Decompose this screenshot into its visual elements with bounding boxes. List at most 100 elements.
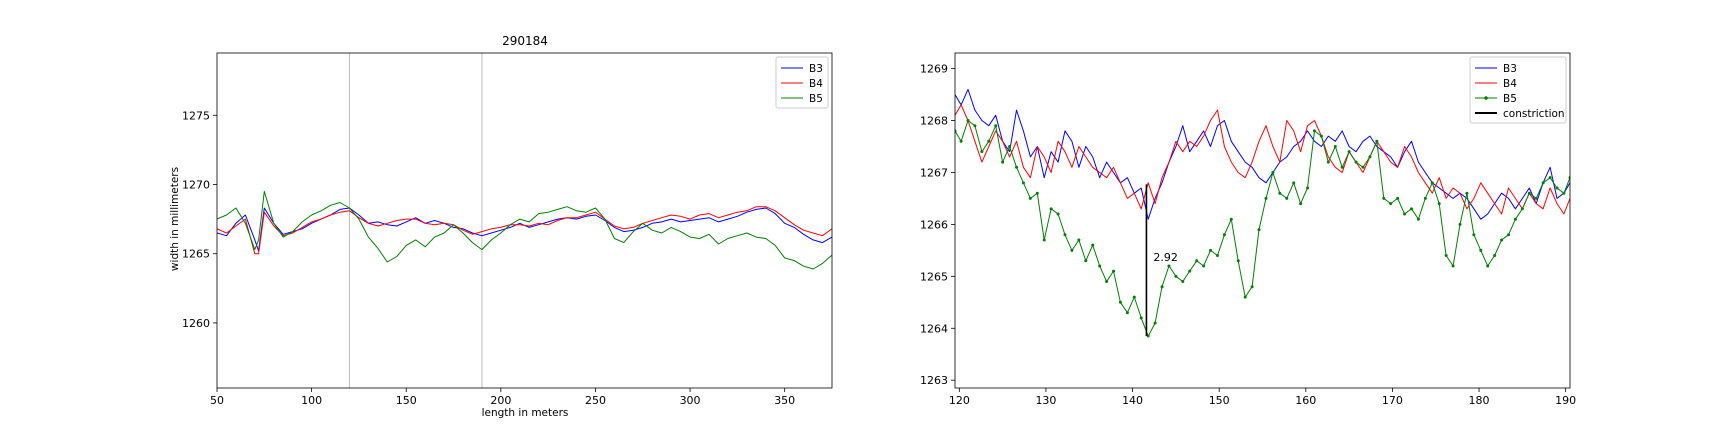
chart-1-plot-area: [217, 53, 832, 388]
chart-2-series-b5-point: [1361, 165, 1365, 169]
chart-2-series-b5-point: [1049, 207, 1053, 211]
chart-2-series-b5-point: [1181, 280, 1185, 284]
chart-2-series-b5-point: [1112, 269, 1116, 273]
chart-2-series-b5-point: [1098, 264, 1102, 268]
chart-2-series-b5-point: [959, 139, 963, 143]
chart-1-legend: B3 B4 B5: [775, 56, 829, 109]
chart-2-series-b5-point: [1299, 202, 1303, 206]
chart-2-series-b5-point: [1174, 274, 1178, 278]
chart-2-series-b5-point: [1146, 334, 1150, 338]
chart-2-series-b5-point: [1333, 144, 1337, 148]
chart-1-legend-label-b3: B3: [809, 63, 823, 75]
chart-1-x-axis-label: length in meters: [482, 407, 569, 419]
chart-2-series-b5-point: [1063, 233, 1067, 237]
chart-2-series-b5-point: [1548, 176, 1552, 180]
chart-2-series-b5-point: [987, 139, 991, 143]
chart-2-series-b5-point: [1562, 191, 1566, 195]
chart-2-annotation-label: 2.92: [1153, 251, 1178, 264]
chart-2-series-b5-point: [1222, 233, 1226, 237]
chart-1-y-tick-label: 1270: [182, 179, 210, 192]
chart-2-series-b5-point: [1105, 280, 1109, 284]
chart-2-y-tick-label: 1267: [920, 166, 948, 179]
chart-2-plot-area: [955, 88, 1570, 338]
chart-2-series-b5-point: [1423, 196, 1427, 200]
chart-2-series-b5-point: [1527, 191, 1531, 195]
chart-2-series-b5-point: [1125, 311, 1129, 315]
chart-2-series-b5-point: [1070, 248, 1074, 252]
chart-1-y-tick-label: 1260: [182, 317, 210, 330]
chart-2-series-b5-point: [1278, 191, 1282, 195]
chart-2-legend-marker-b5: [1484, 96, 1488, 100]
chart-2-legend-box: [1469, 56, 1567, 124]
chart-2-y-tick-label: 1268: [920, 115, 948, 128]
chart-1-x-tick-label: 100: [301, 394, 322, 407]
chart-2-series-b5-point: [1292, 181, 1296, 185]
chart-1-x-tick-label: 350: [774, 394, 795, 407]
chart-2-x-tick-label: 160: [1295, 394, 1316, 407]
chart-2-series-b5-point: [1021, 181, 1025, 185]
chart-2-series-b5-point: [1396, 196, 1400, 200]
chart-2-series-b5-point: [994, 124, 998, 128]
chart-2-series-b5-point: [1479, 248, 1483, 252]
chart-2-series-b5-point: [1243, 295, 1247, 299]
chart-2-series-b5-point: [1285, 196, 1289, 200]
chart-2-series-b5-point: [1486, 264, 1490, 268]
chart-2-series-b5-point: [1368, 155, 1372, 159]
chart-2-y-tick-label: 1266: [920, 218, 948, 231]
chart-2-series-b5-point: [1271, 170, 1275, 174]
chart-2-x-tick-label: 190: [1555, 394, 1576, 407]
chart-2-series-b5-point: [1001, 160, 1005, 164]
chart-2-series-b5-point: [1153, 321, 1157, 325]
chart-2-series-b5-point: [973, 124, 977, 128]
chart-2-x-tick-label: 170: [1382, 394, 1403, 407]
chart-2-series-b5-point: [1202, 264, 1206, 268]
chart-2-series-b5-point: [1444, 254, 1448, 258]
chart-2-series-b5-line: [955, 120, 1570, 337]
chart-2-x-tick-label: 180: [1469, 394, 1490, 407]
chart-1-legend-label-b5: B5: [809, 93, 823, 105]
chart-2-series-b5-point: [1375, 139, 1379, 143]
chart-2-series-b5-point: [1042, 238, 1046, 242]
chart-2-series-b5-point: [1132, 295, 1136, 299]
chart-1-x-tick-label: 200: [490, 394, 511, 407]
chart-1-series-b5-line: [217, 190, 832, 270]
chart-1-x-tick-label: 150: [396, 394, 417, 407]
chart-2-y-tick-label: 1269: [920, 63, 948, 76]
chart-2-legend-label-b5: B5: [1503, 93, 1517, 105]
chart-2-series-b5-point: [1118, 300, 1122, 304]
chart-2-y-tick-label: 1265: [920, 270, 948, 283]
chart-2-series-b5-point: [1520, 207, 1524, 211]
chart-2-series-b5-point: [1236, 259, 1240, 263]
chart-2-series-b4-line: [955, 104, 1570, 215]
chart-1-series-b4-line: [217, 206, 832, 255]
chart-2-x-tick-label: 120: [949, 394, 970, 407]
chart-2-series-b5-point: [1416, 217, 1420, 221]
chart-2-series-b5-point: [1555, 186, 1559, 190]
chart-2-series-b5-point: [1500, 238, 1504, 242]
chart-2-series-b5-point: [1541, 181, 1545, 185]
chart-2-legend-label-constriction: constriction: [1503, 108, 1565, 120]
chart-1-y-axis-label: width in millimeters: [169, 167, 181, 271]
chart-2-series-b5-point: [1458, 222, 1462, 226]
chart-2-series-b5-point: [980, 150, 984, 154]
chart-2-series-b5-point: [1139, 316, 1143, 320]
chart-2-series-b5-point: [1264, 196, 1268, 200]
chart-2-series-b5-point: [1028, 196, 1032, 200]
chart-2-legend-label-b3: B3: [1503, 63, 1517, 75]
chart-1-legend-label-b4: B4: [809, 78, 823, 90]
chart-2-series-b5-point: [1056, 212, 1060, 216]
chart-2-series-b5-point: [1513, 217, 1517, 221]
chart-2-legend: B3 B4 B5 constriction: [1469, 56, 1567, 124]
chart-1-y-tick-label: 1265: [182, 248, 210, 261]
chart-1-x-tick-label: 250: [585, 394, 606, 407]
chart-1-series-b3-line: [217, 207, 832, 252]
chart-2-series-b5-point: [1382, 196, 1386, 200]
chart-2-legend-label-b4: B4: [1503, 78, 1517, 90]
chart-2-series-b5-point: [1035, 191, 1039, 195]
chart-2-series-b5-point: [1077, 238, 1081, 242]
chart-2-series-b5-point: [1215, 254, 1219, 258]
chart-1-x-tick-label: 300: [680, 394, 701, 407]
chart-2-x-tick-label: 150: [1209, 394, 1230, 407]
chart-2-series-b5-point: [1008, 144, 1012, 148]
